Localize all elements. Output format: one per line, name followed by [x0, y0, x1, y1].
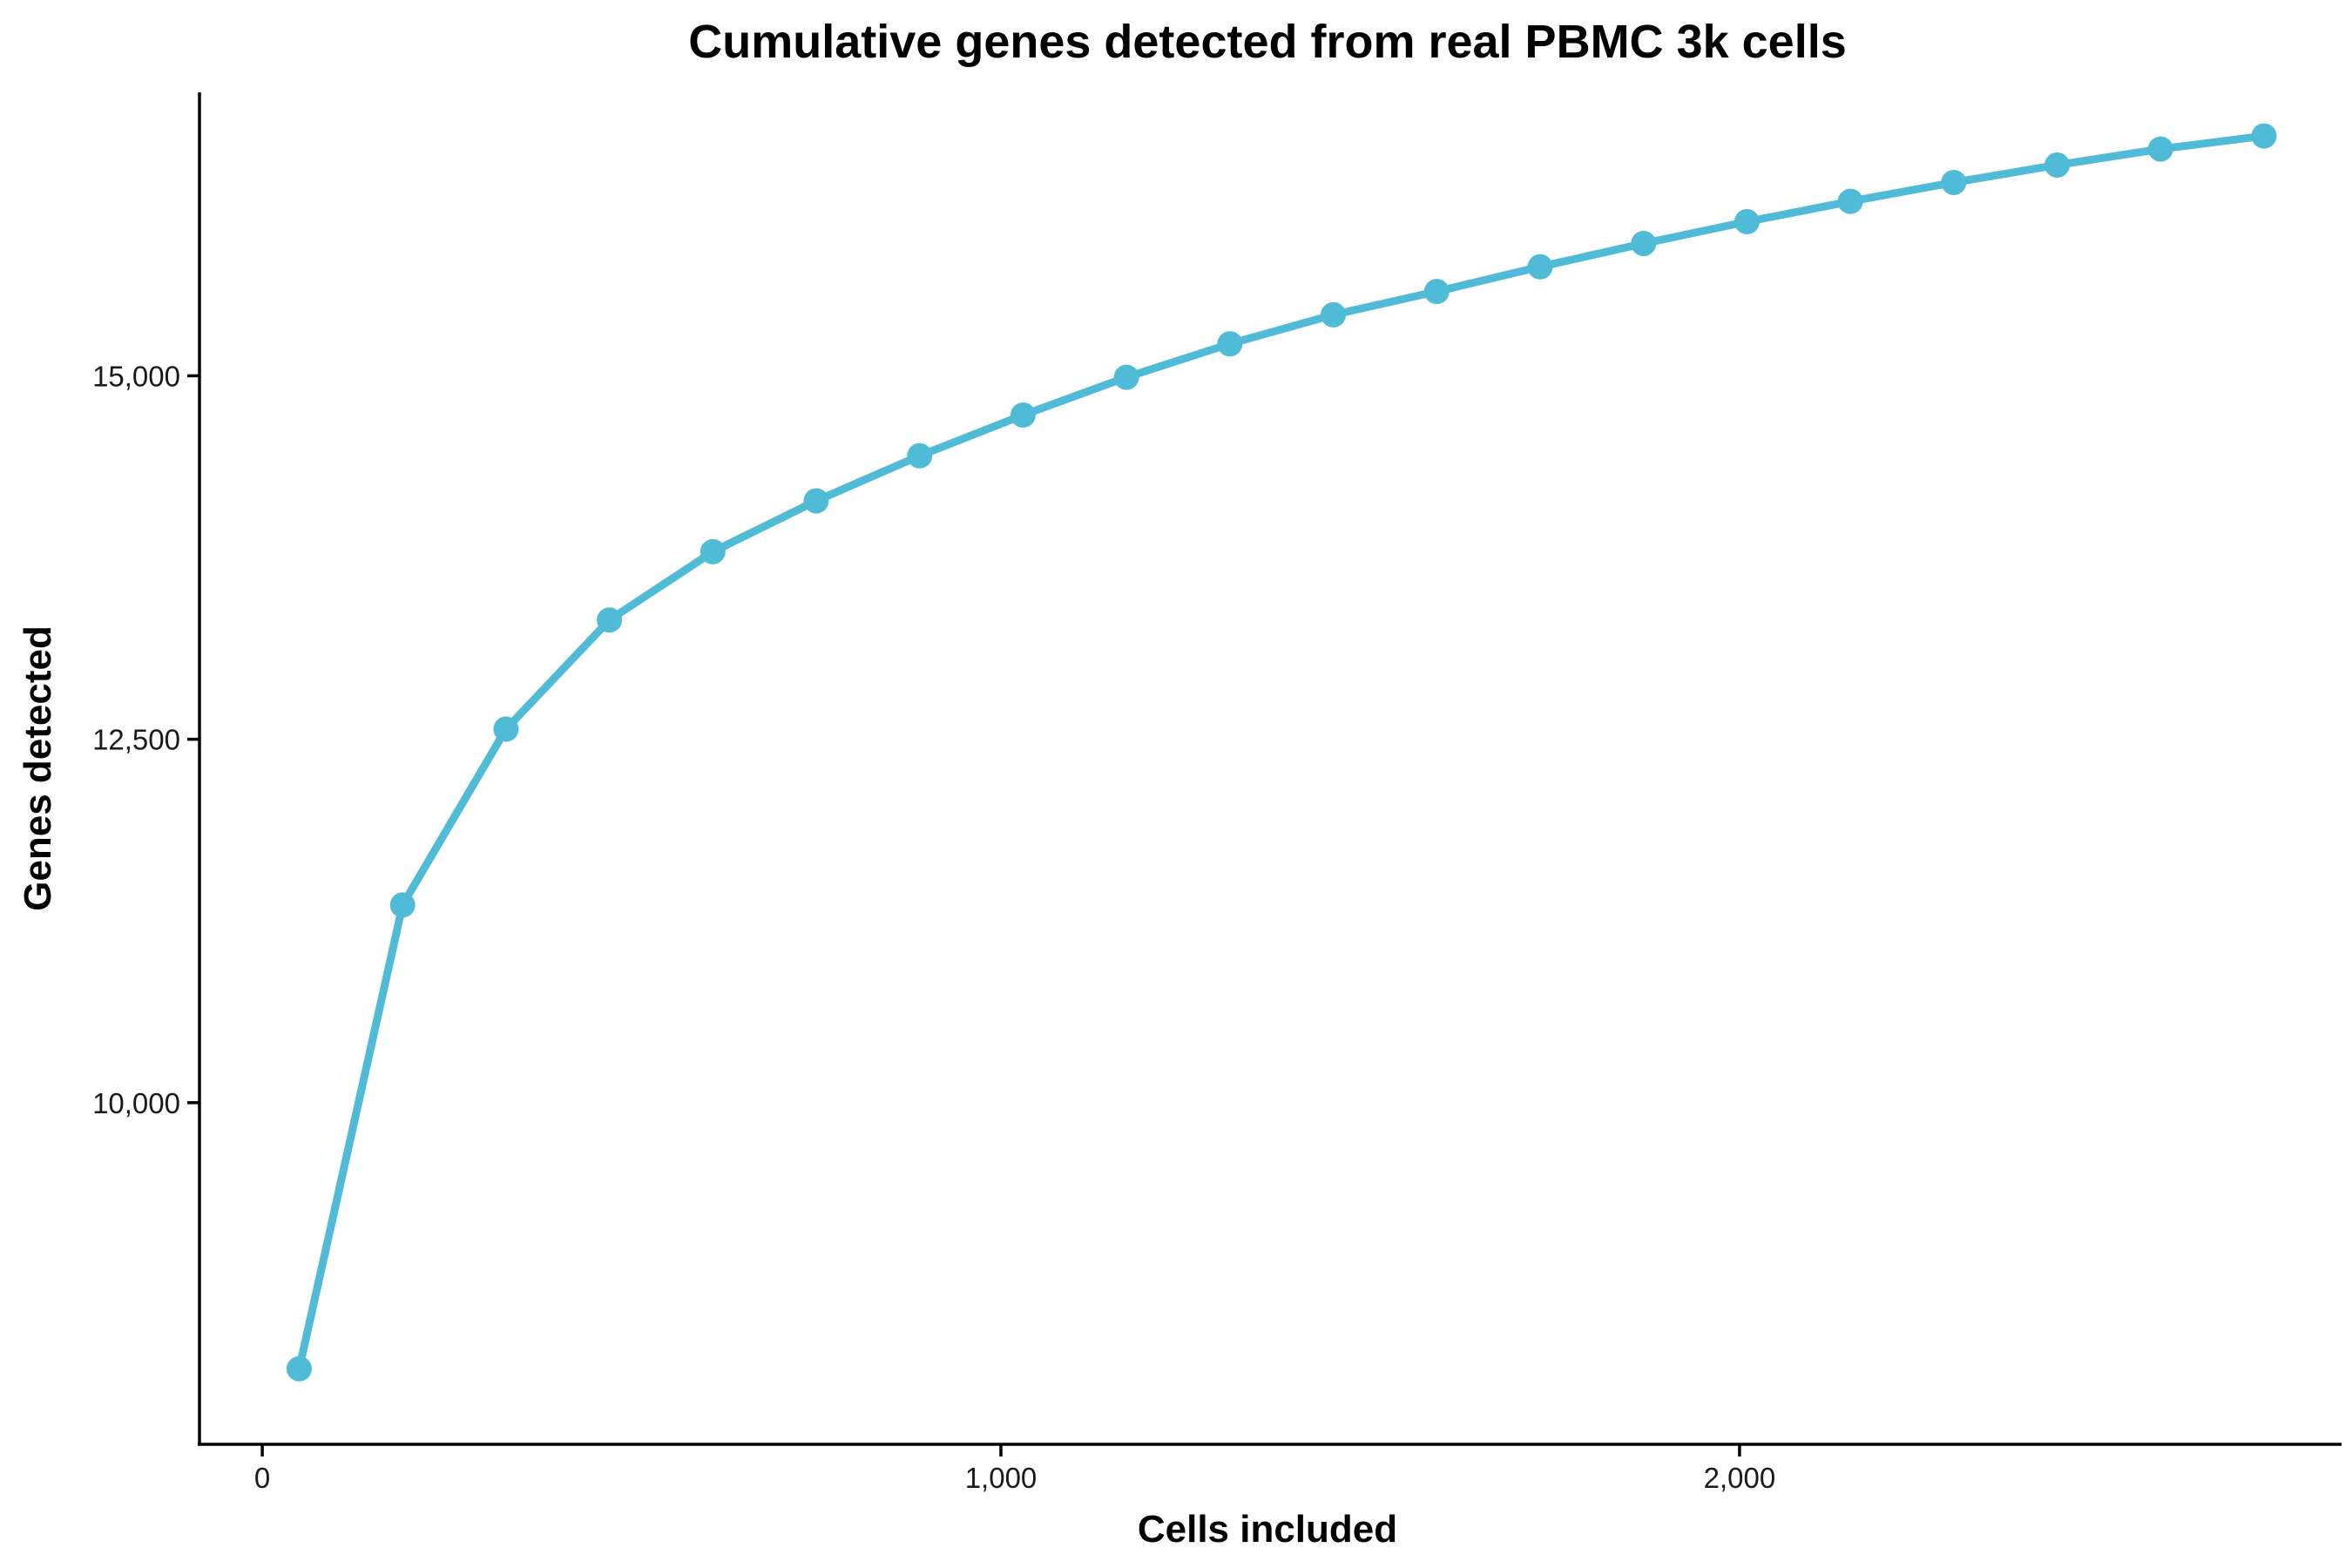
y-axis-title: Genes detected — [17, 625, 59, 911]
chart-title: Cumulative genes detected from real PBMC… — [688, 16, 1846, 68]
plot-area — [286, 123, 2277, 1382]
y-tick-label: 15,000 — [92, 360, 180, 392]
x-tick-label: 2,000 — [1704, 1462, 1776, 1494]
data-point — [1527, 253, 1553, 280]
y-axis-ticks: 10,000 12,500 15,000 — [92, 360, 199, 1119]
data-point — [286, 1355, 312, 1382]
data-point — [1941, 169, 1967, 195]
y-tick-label: 12,500 — [92, 724, 180, 756]
data-point — [1113, 364, 1139, 390]
data-point — [700, 538, 726, 564]
x-axis-title: Cells included — [1138, 1508, 1397, 1551]
data-point — [1010, 402, 1036, 428]
data-point — [2147, 136, 2173, 162]
data-point — [803, 488, 829, 514]
data-point — [1837, 188, 1863, 214]
data-point — [907, 443, 933, 469]
y-tick-label: 10,000 — [92, 1087, 180, 1119]
data-point — [2044, 152, 2071, 178]
data-point — [1631, 231, 1657, 257]
data-point — [1734, 209, 1760, 235]
data-point — [597, 607, 623, 633]
data-point — [389, 892, 416, 918]
x-tick-label: 1,000 — [965, 1462, 1037, 1494]
x-axis-ticks: 0 1,000 2,000 — [254, 1444, 1775, 1494]
data-point — [493, 716, 519, 742]
data-point — [1321, 301, 1347, 328]
data-point — [1423, 279, 1450, 305]
data-point — [2251, 123, 2277, 149]
data-point — [1217, 331, 1243, 357]
x-tick-label: 0 — [254, 1462, 270, 1494]
series-line — [294, 132, 2268, 1373]
